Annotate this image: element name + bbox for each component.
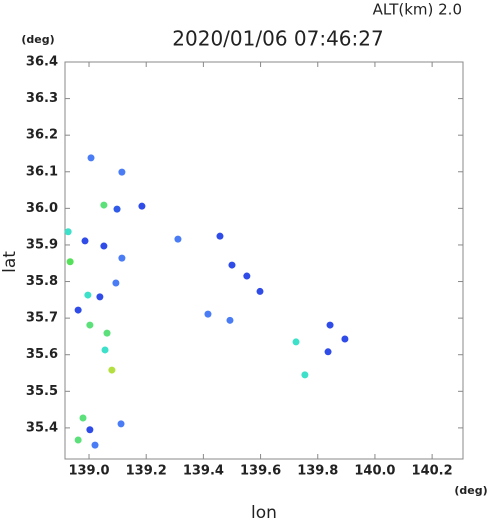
echo [204, 310, 212, 318]
echo [91, 441, 99, 449]
y-tick-label: 36.4 [26, 55, 58, 70]
x-axis-label: lon [251, 503, 277, 521]
chart-title: 2020/01/06 07:46:27 [172, 27, 383, 51]
x-tick-label: 139.4 [183, 464, 224, 479]
echo [103, 329, 111, 337]
echo [64, 228, 72, 236]
y-tick-label: 36.0 [26, 201, 58, 216]
y-unit: (deg) [21, 33, 54, 46]
echo [341, 335, 349, 343]
echo [100, 201, 108, 209]
plot-frame [64, 61, 464, 460]
y-tick-label: 35.8 [26, 274, 58, 289]
x-tick-label: 140.0 [354, 464, 395, 479]
echo [118, 168, 126, 176]
echo [118, 254, 126, 262]
echo [228, 261, 236, 269]
echo [243, 272, 251, 280]
y-tick-label: 36.1 [26, 164, 58, 179]
echo [74, 306, 82, 314]
echo [81, 237, 89, 245]
echo [117, 420, 125, 428]
echo [112, 279, 120, 287]
echo [108, 366, 116, 374]
altitude-label: ALT(km) 2.0 [373, 1, 462, 19]
echo [79, 414, 87, 422]
echo [174, 235, 182, 243]
echo [84, 291, 92, 299]
echo [216, 232, 224, 240]
x-unit: (deg) [454, 484, 487, 497]
y-axis-label: lat [0, 251, 20, 273]
x-tick-label: 139.2 [126, 464, 167, 479]
echo [101, 346, 109, 354]
echo [113, 205, 121, 213]
y-tick-label: 36.2 [26, 128, 58, 143]
echo [256, 287, 264, 295]
echo [324, 348, 332, 356]
echo [86, 321, 94, 329]
echo [226, 316, 234, 324]
x-tick-label: 139.8 [297, 464, 338, 479]
echo [326, 321, 334, 329]
echo [292, 338, 300, 346]
echo [74, 436, 82, 444]
y-tick-label: 35.9 [26, 237, 58, 252]
echo [87, 154, 95, 162]
echo [66, 258, 74, 266]
x-tick-label: 139.0 [68, 464, 109, 479]
echo [100, 242, 108, 250]
y-tick-label: 35.6 [26, 347, 58, 362]
x-tick-label: 139.6 [240, 464, 281, 479]
y-tick-label: 35.5 [26, 384, 58, 399]
y-tick-label: 35.4 [26, 420, 58, 435]
echo [301, 371, 309, 379]
echo [96, 293, 104, 301]
x-tick-label: 140.2 [412, 464, 453, 479]
y-tick-label: 35.7 [26, 311, 58, 326]
y-tick-label: 36.3 [26, 91, 58, 106]
echo [86, 426, 94, 434]
echo [138, 202, 146, 210]
